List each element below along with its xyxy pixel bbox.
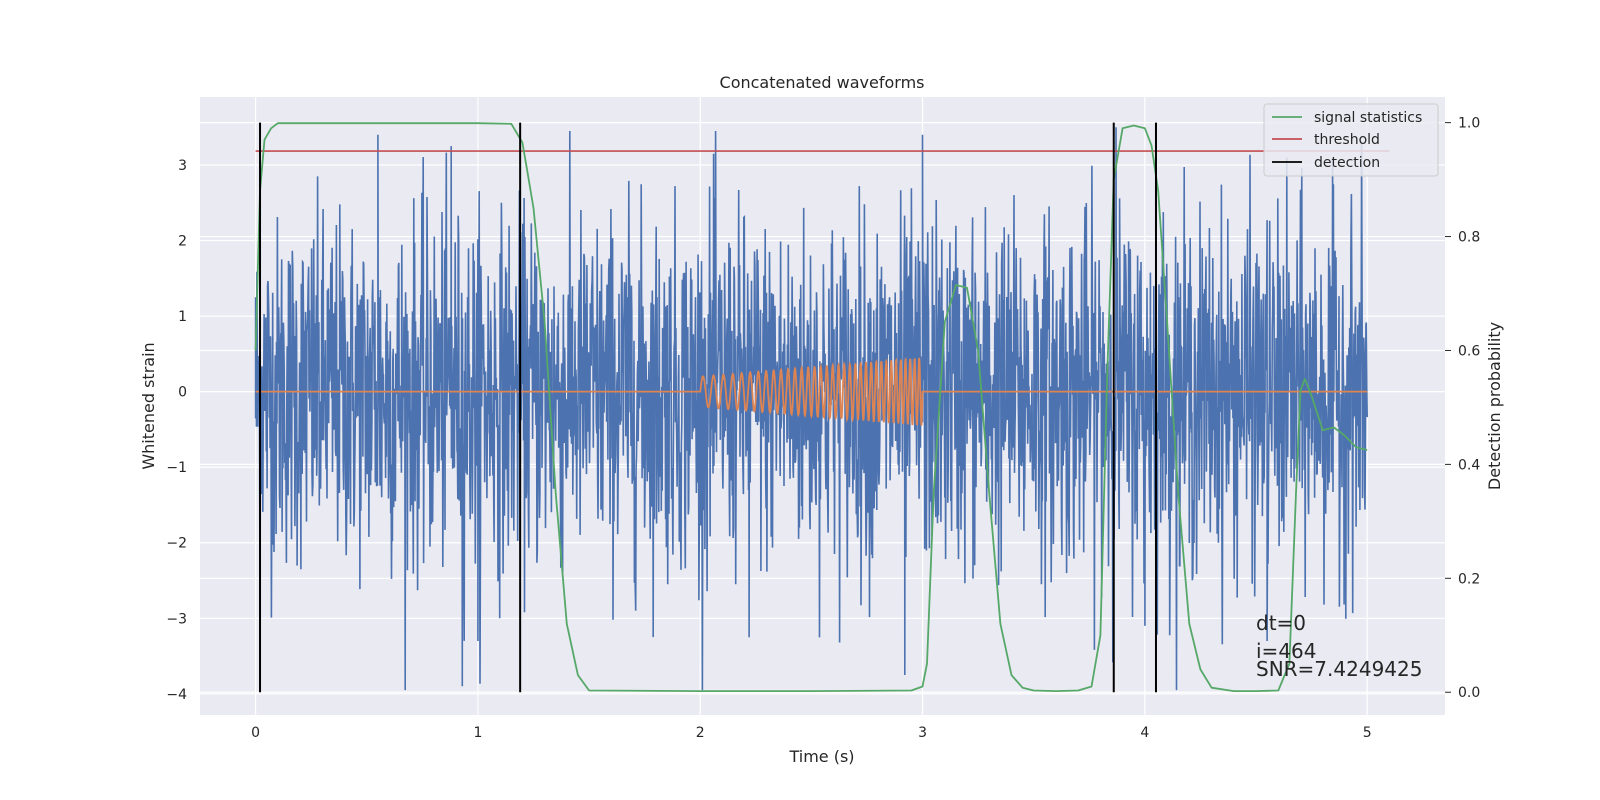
y-axis-title-left: Whitened strain [139, 342, 158, 469]
y-right-tick-label: 1.0 [1458, 116, 1480, 132]
annotation-snr: SNR=7.4249425 [1256, 657, 1422, 681]
y-left-tick-label: 0 [178, 385, 187, 401]
legend-box [1263, 103, 1439, 177]
series-signal-statistics [254, 122, 1368, 692]
y-right-tick-label: 0.0 [1458, 685, 1480, 701]
y-right-tick-label: 0.8 [1458, 230, 1480, 246]
legend: signal statistics threshold detection [1263, 103, 1439, 177]
x-tick-label: 0 [251, 725, 260, 741]
y-left-tick-label: 2 [178, 234, 187, 250]
legend-label-signal-statistics: signal statistics [1314, 110, 1422, 126]
x-tick-label: 5 [1363, 725, 1372, 741]
y-left-tick-label: −3 [166, 611, 187, 627]
y-right-tick-label: 0.6 [1458, 343, 1480, 359]
x-axis-title: Time (s) [788, 747, 854, 766]
series-injected-waveform [255, 357, 1368, 426]
y-right-tick-label: 0.2 [1458, 571, 1480, 587]
y-left-tick-label: 3 [178, 158, 187, 174]
chart-title: Concatenated waveforms [720, 73, 925, 92]
series-whitened-strain [254, 127, 1368, 691]
y-axis-title-right: Detection probability [1485, 322, 1504, 490]
y-left-tick-label: −4 [166, 687, 187, 703]
x-tick-label: 1 [473, 725, 482, 741]
x-tick-label: 2 [696, 725, 705, 741]
y-right-tick-label: 0.4 [1458, 457, 1480, 473]
annotation-dt: dt=0 [1256, 611, 1306, 635]
ticks: 0 1 2 3 4 5 −4 −3 −2 −1 0 1 2 3 0.0 0.2 0.4 0.6 0.8 1.0 [166, 116, 1480, 741]
x-tick-label: 4 [1140, 725, 1149, 741]
legend-label-threshold: threshold [1314, 132, 1380, 148]
annotation-index: i=464 [1256, 639, 1317, 663]
legend-label-detection: detection [1314, 155, 1380, 171]
series-layer [254, 122, 1390, 693]
y-left-tick-label: −2 [166, 536, 187, 552]
y-left-tick-label: 1 [178, 309, 187, 325]
x-tick-label: 3 [918, 725, 927, 741]
y-left-tick-label: −1 [166, 460, 187, 476]
